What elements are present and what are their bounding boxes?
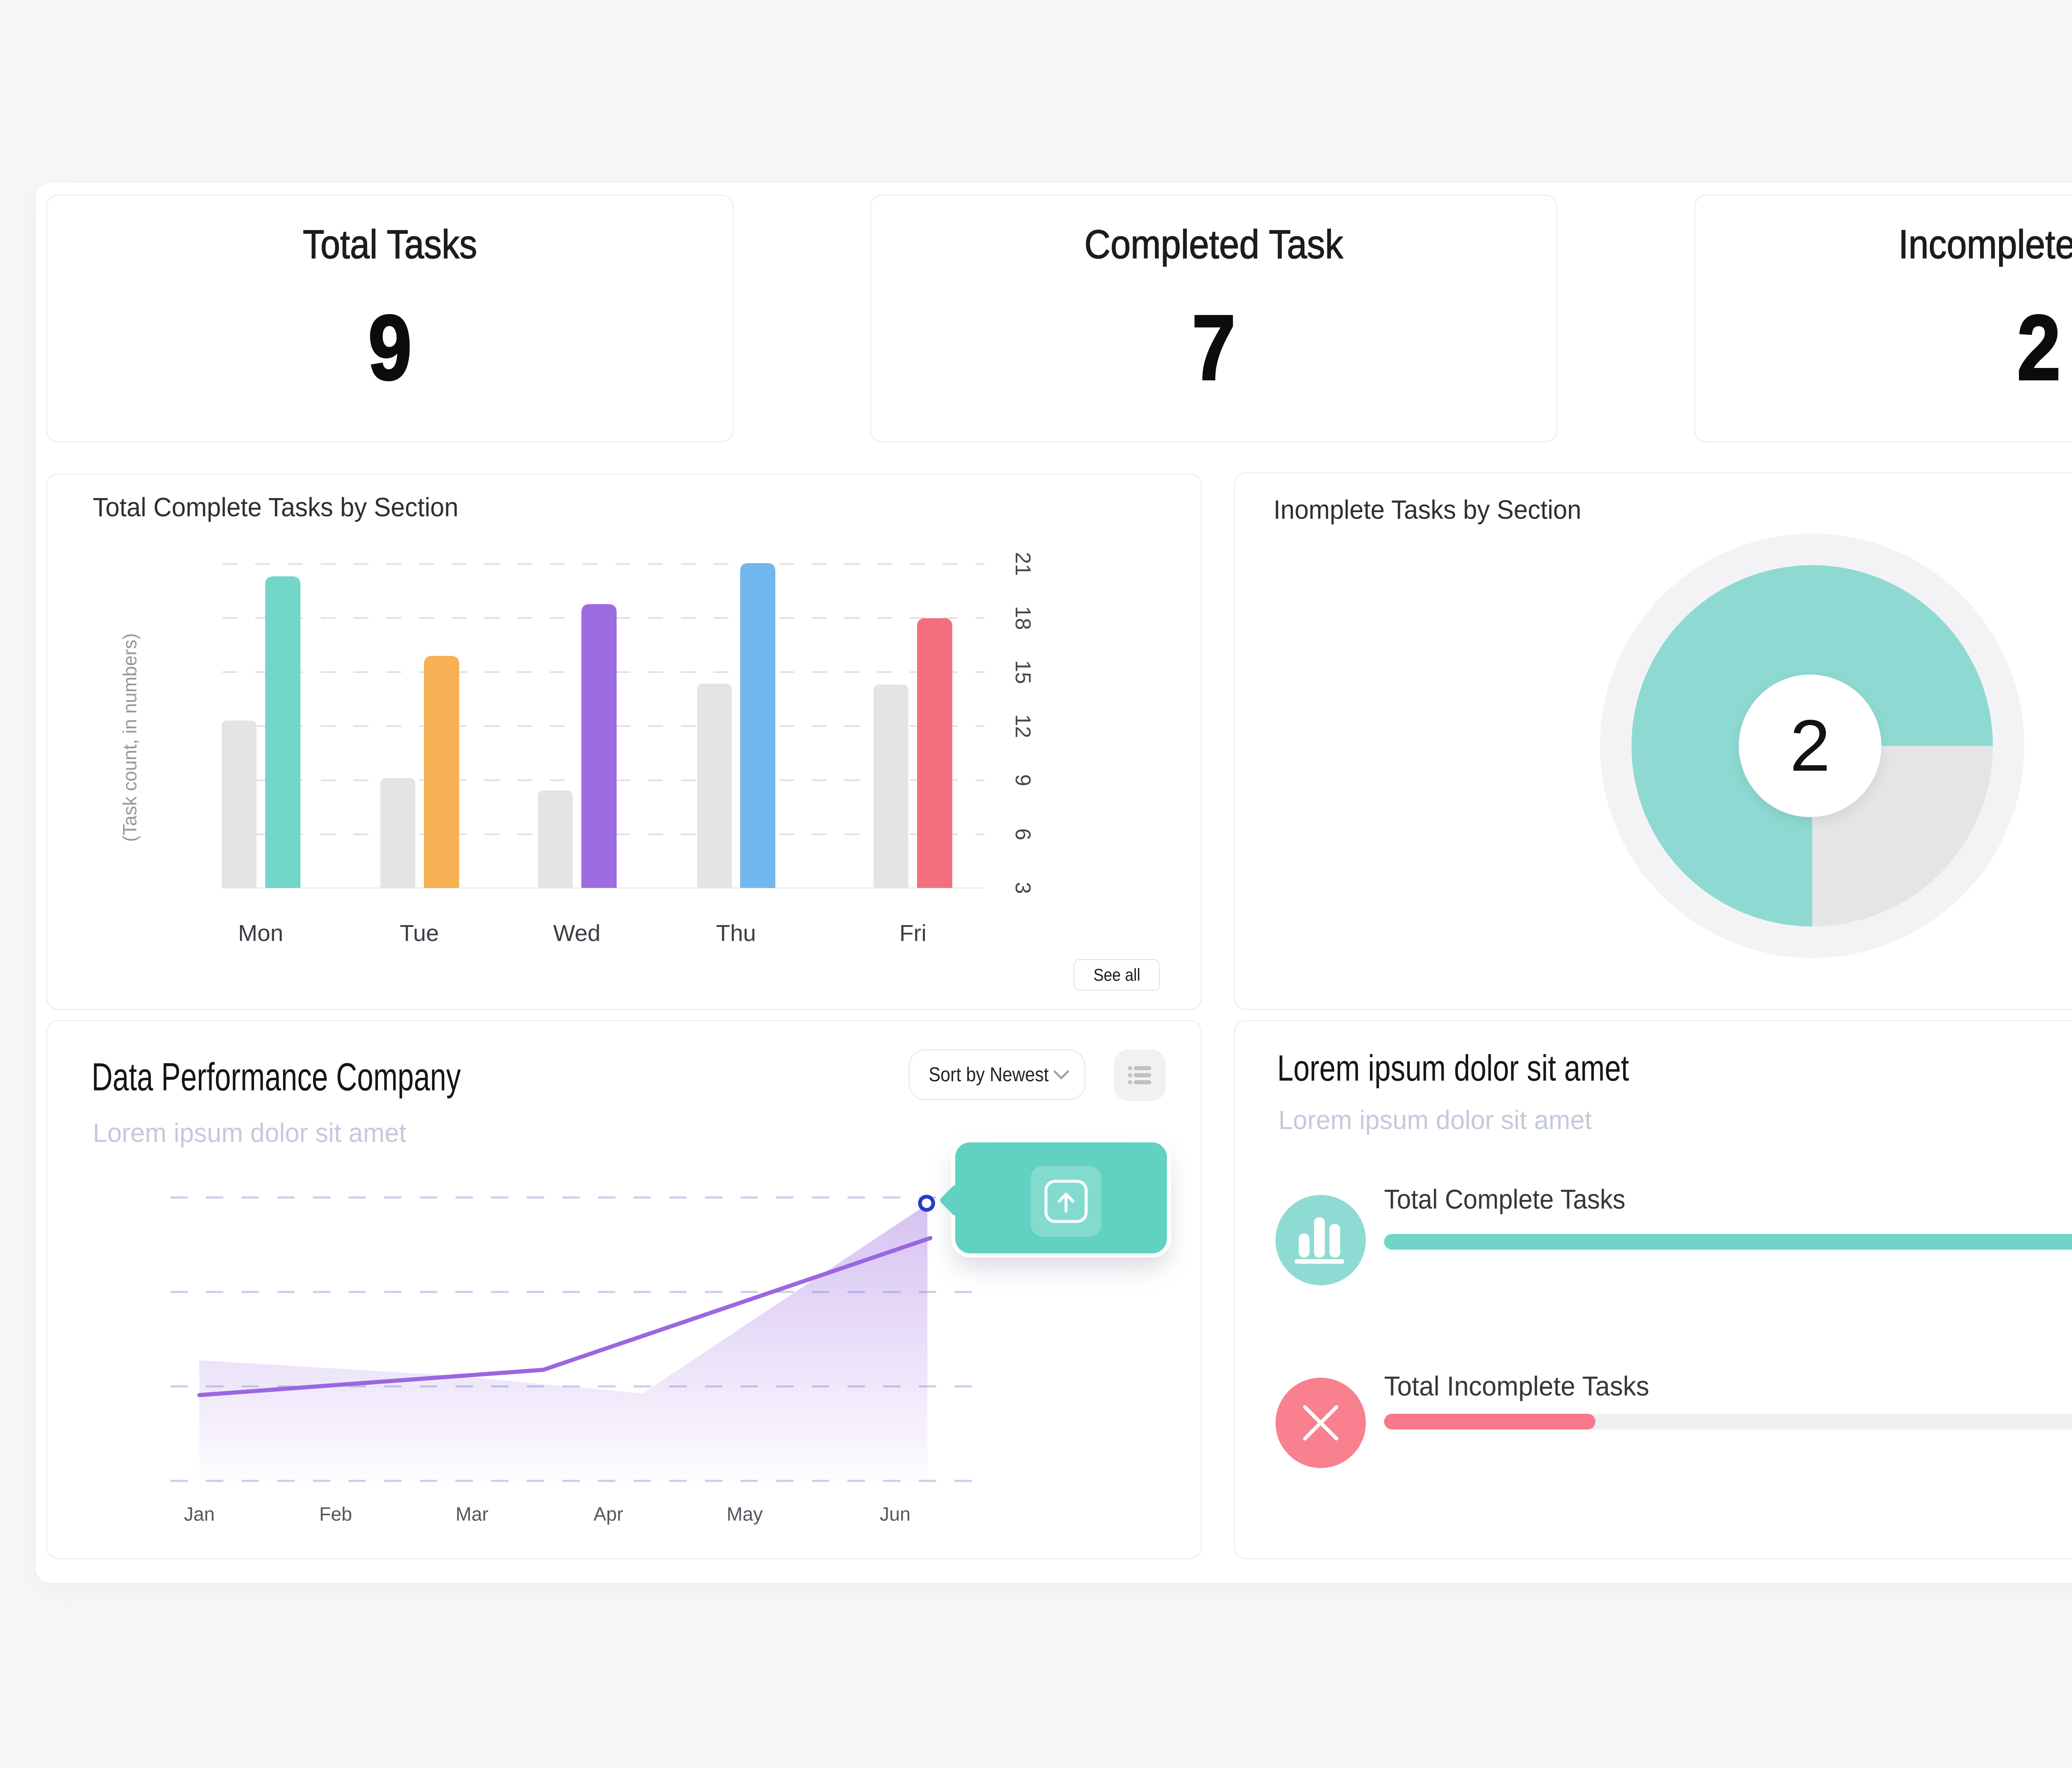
svg-text:12: 12 [1011,714,1035,738]
svg-text:Tue: Tue [400,920,439,946]
svg-text:15: 15 [1011,660,1035,684]
svg-text:Jun: Jun [880,1503,910,1525]
svg-text:Feb: Feb [319,1503,352,1525]
svg-text:18: 18 [1011,606,1035,630]
svg-text:3: 3 [1011,882,1035,894]
svg-text:Fri: Fri [899,920,926,946]
svg-text:Mar: Mar [455,1503,488,1525]
svg-text:9: 9 [1011,774,1035,786]
svg-text:Thu: Thu [716,920,756,946]
svg-text:Mon: Mon [238,920,283,946]
svg-text:6: 6 [1011,828,1035,840]
svg-text:May: May [727,1503,763,1525]
svg-text:Jan: Jan [184,1503,215,1525]
svg-text:Wed: Wed [553,920,600,946]
svg-text:Apr: Apr [593,1503,623,1525]
svg-text:(Task count, in numbers): (Task count, in numbers) [119,633,140,842]
svg-text:21: 21 [1011,552,1035,576]
